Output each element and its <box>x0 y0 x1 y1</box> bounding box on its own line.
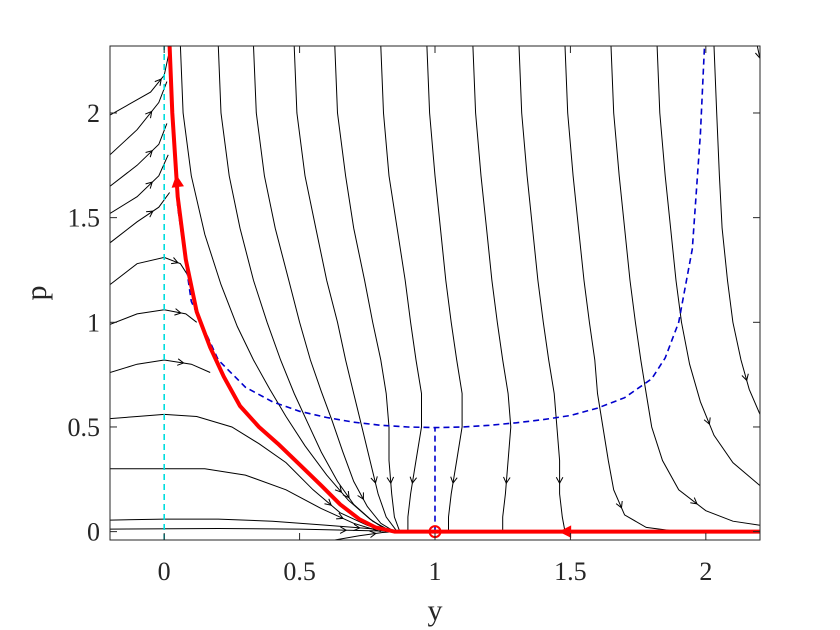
streamline-arrow-11 <box>339 526 348 534</box>
streamline-arrow-3 <box>145 181 153 189</box>
streamline-arrow-9 <box>336 512 344 520</box>
streamline-arrow-4 <box>146 210 154 218</box>
plot-content <box>110 46 760 540</box>
axes: 0 0.5 1 1.5 2 0 0.5 1 1.5 2 <box>68 45 761 586</box>
streamline-24 <box>656 46 760 486</box>
streamline-23 <box>610 46 760 526</box>
streamline-arrow-17 <box>386 476 395 485</box>
streamline-arrow-22 <box>615 500 623 509</box>
y-tick-label-0: 0 <box>87 518 100 547</box>
streamline-arrow-0 <box>154 78 162 86</box>
streamline-arrow-13 <box>334 485 343 493</box>
streamline-16 <box>293 46 398 532</box>
streamline-arrow-16 <box>370 476 378 485</box>
streamline-arrow-6 <box>174 308 182 316</box>
y-tick-label-4: 2 <box>87 99 100 128</box>
streamline-17 <box>334 46 401 532</box>
streamline-15 <box>253 46 395 533</box>
streamline-arrow-21 <box>555 476 564 485</box>
streamline-arrow-20 <box>503 476 511 485</box>
streamline-arrow-2 <box>145 149 153 158</box>
streamline-10 <box>110 518 395 533</box>
x-axis-label: y <box>428 594 443 627</box>
streamline-arrow-10 <box>353 523 361 532</box>
x-tick-label-2: 1 <box>429 557 442 586</box>
streamline-arrow-24 <box>703 417 711 426</box>
y-tick-label-1: 0.5 <box>68 413 101 442</box>
streamline-2 <box>110 123 168 187</box>
streamline-7 <box>110 359 211 373</box>
streamline-arrow-18 <box>409 476 417 485</box>
streamline-9 <box>110 468 381 533</box>
manifold-0 <box>167 46 435 534</box>
streamline-18 <box>380 46 422 532</box>
x-tick-label-4: 2 <box>699 557 712 586</box>
y-tick-label-3: 1.5 <box>68 204 101 233</box>
streamline-12 <box>334 531 395 540</box>
streamline-14 <box>217 46 392 533</box>
y-tick-label-2: 1 <box>87 308 100 337</box>
plot-area <box>110 46 760 540</box>
manifold-arrow-0 <box>171 174 184 188</box>
x-tick-label-0: 0 <box>158 557 171 586</box>
y-axis-label: p <box>20 286 53 301</box>
streamline-19 <box>426 46 463 532</box>
x-tick-label-3: 1.5 <box>554 557 587 586</box>
x-tick-label-1: 0.5 <box>283 557 316 586</box>
streamline-arrow-25 <box>741 373 749 382</box>
streamline-arrow-14 <box>342 490 350 499</box>
streamline-13 <box>179 46 390 533</box>
streamline-11 <box>110 527 395 533</box>
streamline-arrow-8 <box>324 498 332 506</box>
streamline-1 <box>110 81 168 156</box>
streamline-arrow-7 <box>177 358 185 366</box>
streamline-arrow-19 <box>450 476 458 485</box>
streamline-arrow-5 <box>171 257 179 265</box>
streamline-arrow-1 <box>145 110 153 119</box>
streamline-arrow-23 <box>690 497 698 505</box>
streamline-arrow-15 <box>357 492 364 501</box>
manifold-arrow-1 <box>558 525 572 538</box>
streamline-0 <box>110 50 171 116</box>
streamline-6 <box>110 309 198 325</box>
streamline-22 <box>564 46 679 533</box>
streamline-4 <box>110 192 171 244</box>
streamline-20 <box>472 46 512 532</box>
nullcline-0 <box>168 46 706 429</box>
streamline-8 <box>110 413 387 533</box>
streamline-21 <box>518 46 566 532</box>
streamline-25 <box>713 46 760 415</box>
streamline-arrow-12 <box>369 530 377 538</box>
